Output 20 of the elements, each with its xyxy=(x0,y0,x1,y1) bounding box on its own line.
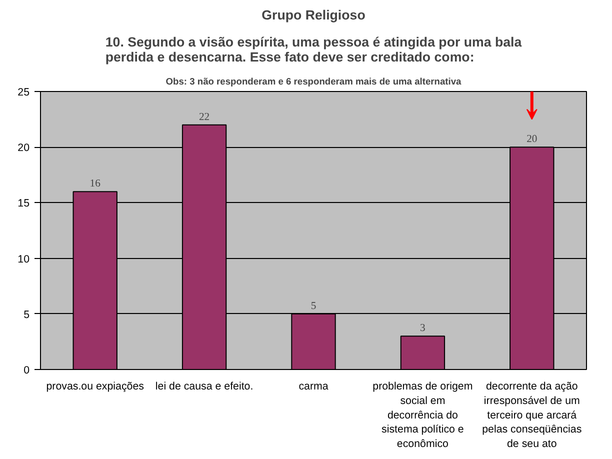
data-label: 20 xyxy=(526,134,538,146)
y-tick-label: 15 xyxy=(18,198,30,210)
x-tick-label: lei de causa e efeito. xyxy=(155,380,254,392)
data-label: 5 xyxy=(310,300,316,312)
chart-title: Grupo Religioso xyxy=(262,8,366,22)
text: Obs: 3 não responderam e 6 responderam mais de uma alternativa xyxy=(166,76,462,86)
chart-subtitle: 10. Segundo a visão espírita, uma pessoa é atingida por uma bala perdida e desencarna. Esse fato deve ser creditado como: xyxy=(105,34,522,64)
x-tick-label: carma xyxy=(298,380,328,392)
data-label: 16 xyxy=(90,178,102,190)
data-label: 3 xyxy=(420,323,426,334)
x-tick-label: problemas de origem social em decorrência do sistema político e econômico xyxy=(372,380,473,450)
x-tick-label: decorrente da ação irresponsável de um terceiro que arcará pelas conseqüências de seu ato xyxy=(482,380,582,450)
y-tick-label: 5 xyxy=(24,308,30,321)
y-tick-label: 0 xyxy=(24,364,30,376)
bar xyxy=(400,336,446,370)
y-tick-label: 25 xyxy=(18,86,30,98)
x-tick-label: provas.ou expiações xyxy=(46,380,144,392)
y-tick-label: 20 xyxy=(18,142,30,154)
y-tick-label: 10 xyxy=(18,253,30,266)
data-label: 22 xyxy=(198,112,210,123)
